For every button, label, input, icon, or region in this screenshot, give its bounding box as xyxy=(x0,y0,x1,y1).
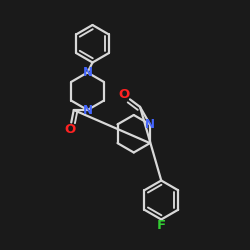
Text: O: O xyxy=(118,88,130,102)
Text: O: O xyxy=(64,123,76,136)
Text: N: N xyxy=(145,118,155,131)
Text: N: N xyxy=(82,104,92,117)
Text: F: F xyxy=(157,219,166,232)
Text: N: N xyxy=(82,66,92,79)
